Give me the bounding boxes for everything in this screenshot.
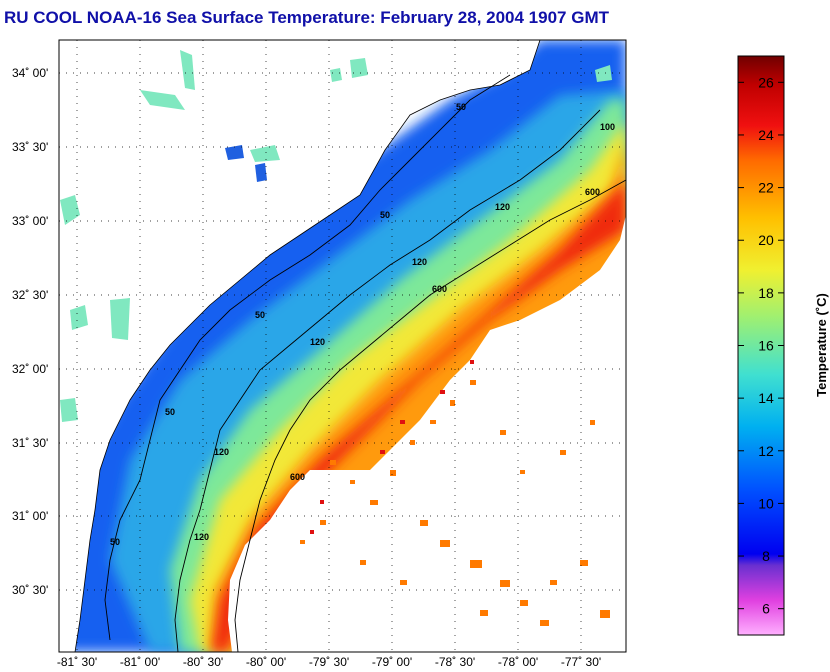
colorbar-title: Temperature (˚C) [814, 293, 829, 397]
contour-label: 600 [585, 187, 600, 197]
lon-tick-label: -78˚ 30' [435, 655, 475, 669]
contour-label: 100 [600, 122, 615, 132]
contour-label: 120 [214, 447, 229, 457]
sst-field: 50 50 50 50 50 120 120 120 120 120 600 6… [59, 40, 626, 652]
sst-band-red [212, 180, 626, 652]
contour-label: 50 [165, 407, 175, 417]
scattered-pixels [300, 380, 610, 626]
colorbar-tick-label: 8 [762, 548, 770, 564]
colorbar-tick-label: 22 [758, 180, 774, 196]
contour-label: 120 [412, 257, 427, 267]
colorbar-ticks: 26 24 22 20 18 16 14 12 10 8 6 [738, 74, 784, 617]
lon-tick-label: -80˚ 30' [183, 655, 223, 669]
map-panel: 50 50 50 50 50 120 120 120 120 120 600 6… [12, 39, 627, 669]
colorbar-tick-label: 16 [758, 338, 774, 354]
lat-tick-label: 33˚ 00' [12, 214, 48, 228]
colorbar-ramp [737, 55, 785, 636]
scattered-red-pixels [310, 360, 474, 534]
contour-120 [174, 109, 601, 652]
land [59, 40, 540, 652]
longitude-axis: -81˚ 30' -81˚ 00' -80˚ 30' -80˚ 00' -79˚… [57, 655, 601, 669]
latitude-axis: 34˚ 00' 33˚ 30' 33˚ 00' 32˚ 30' 32˚ 00' … [12, 66, 48, 597]
lon-tick-label: -80˚ 00' [246, 655, 286, 669]
colorbar-tick-label: 26 [758, 74, 774, 90]
colorbar-tick-label: 12 [758, 443, 774, 459]
inland-water [60, 50, 612, 422]
lat-tick-label: 31˚ 30' [12, 436, 48, 450]
contour-label: 50 [255, 310, 265, 320]
cloud-mask [228, 215, 626, 652]
lon-tick-label: -81˚ 00' [120, 655, 160, 669]
lat-tick-label: 31˚ 00' [12, 509, 48, 523]
colorbar: 26 24 22 20 18 16 14 12 10 8 6 Temperature (˚C) [737, 55, 829, 636]
lat-tick-label: 33˚ 30' [12, 140, 48, 154]
contour-label: 600 [290, 472, 305, 482]
contour-label: 50 [456, 102, 466, 112]
lon-tick-label: -77˚ 30' [561, 655, 601, 669]
colorbar-tick-label: 10 [758, 495, 774, 511]
contour-50 [104, 74, 511, 641]
contour-label: 120 [495, 202, 510, 212]
map-frame [58, 39, 627, 653]
contour-600 [234, 179, 626, 652]
lat-tick-label: 30˚ 30' [12, 583, 48, 597]
map-title: RU COOL NOAA-16 Sea Surface Temperature:… [4, 8, 609, 27]
contour-label: 50 [380, 210, 390, 220]
contour-label: 120 [310, 337, 325, 347]
lon-tick-label: -79˚ 00' [372, 655, 412, 669]
lat-tick-label: 34˚ 00' [12, 66, 48, 80]
contour-label: 120 [194, 532, 209, 542]
contour-label: 50 [110, 537, 120, 547]
lon-tick-label: -81˚ 30' [57, 655, 97, 669]
colorbar-tick-label: 20 [758, 232, 774, 248]
lat-tick-label: 32˚ 30' [12, 288, 48, 302]
contour-label: 600 [432, 284, 447, 294]
lon-tick-label: -79˚ 30' [309, 655, 349, 669]
colorbar-tick-label: 14 [758, 390, 774, 406]
colorbar-tick-label: 6 [762, 601, 770, 617]
colorbar-tick-label: 18 [758, 285, 774, 301]
lon-tick-label: -78˚ 00' [498, 655, 538, 669]
coastline [74, 40, 541, 652]
lat-tick-label: 32˚ 00' [12, 362, 48, 376]
colorbar-tick-label: 24 [758, 127, 774, 143]
